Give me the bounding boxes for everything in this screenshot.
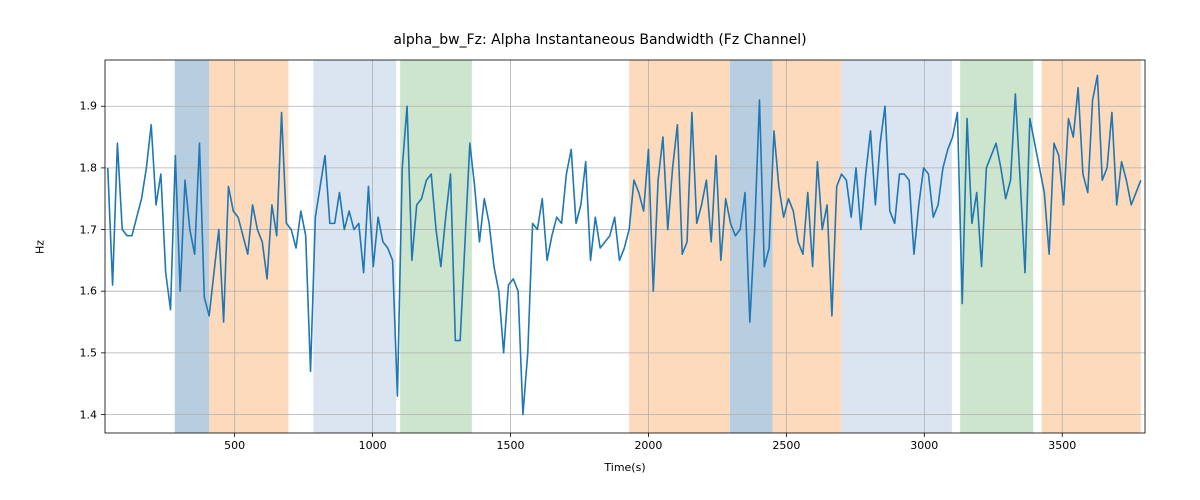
y-tick-label: 1.6 (80, 285, 98, 298)
x-tick-label: 1500 (497, 439, 525, 452)
x-tick-label: 2000 (634, 439, 662, 452)
highlight-band (773, 60, 842, 433)
x-tick-label: 2500 (772, 439, 800, 452)
y-tick-label: 1.5 (80, 346, 98, 359)
highlight-band (960, 60, 1033, 433)
x-tick-label: 500 (224, 439, 245, 452)
x-tick-label: 3000 (910, 439, 938, 452)
x-tick-label: 3500 (1048, 439, 1076, 452)
y-tick-label: 1.4 (80, 408, 98, 421)
plot-area (0, 0, 1200, 500)
highlight-band (730, 60, 773, 433)
highlight-band (629, 60, 730, 433)
highlight-band (313, 60, 396, 433)
highlight-band (842, 60, 952, 433)
y-tick-label: 1.9 (80, 100, 98, 113)
x-tick-label: 1000 (359, 439, 387, 452)
y-tick-label: 1.8 (80, 161, 98, 174)
chart-container: alpha_bw_Fz: Alpha Instantaneous Bandwid… (0, 0, 1200, 500)
y-tick-label: 1.7 (80, 223, 98, 236)
highlight-band (175, 60, 209, 433)
